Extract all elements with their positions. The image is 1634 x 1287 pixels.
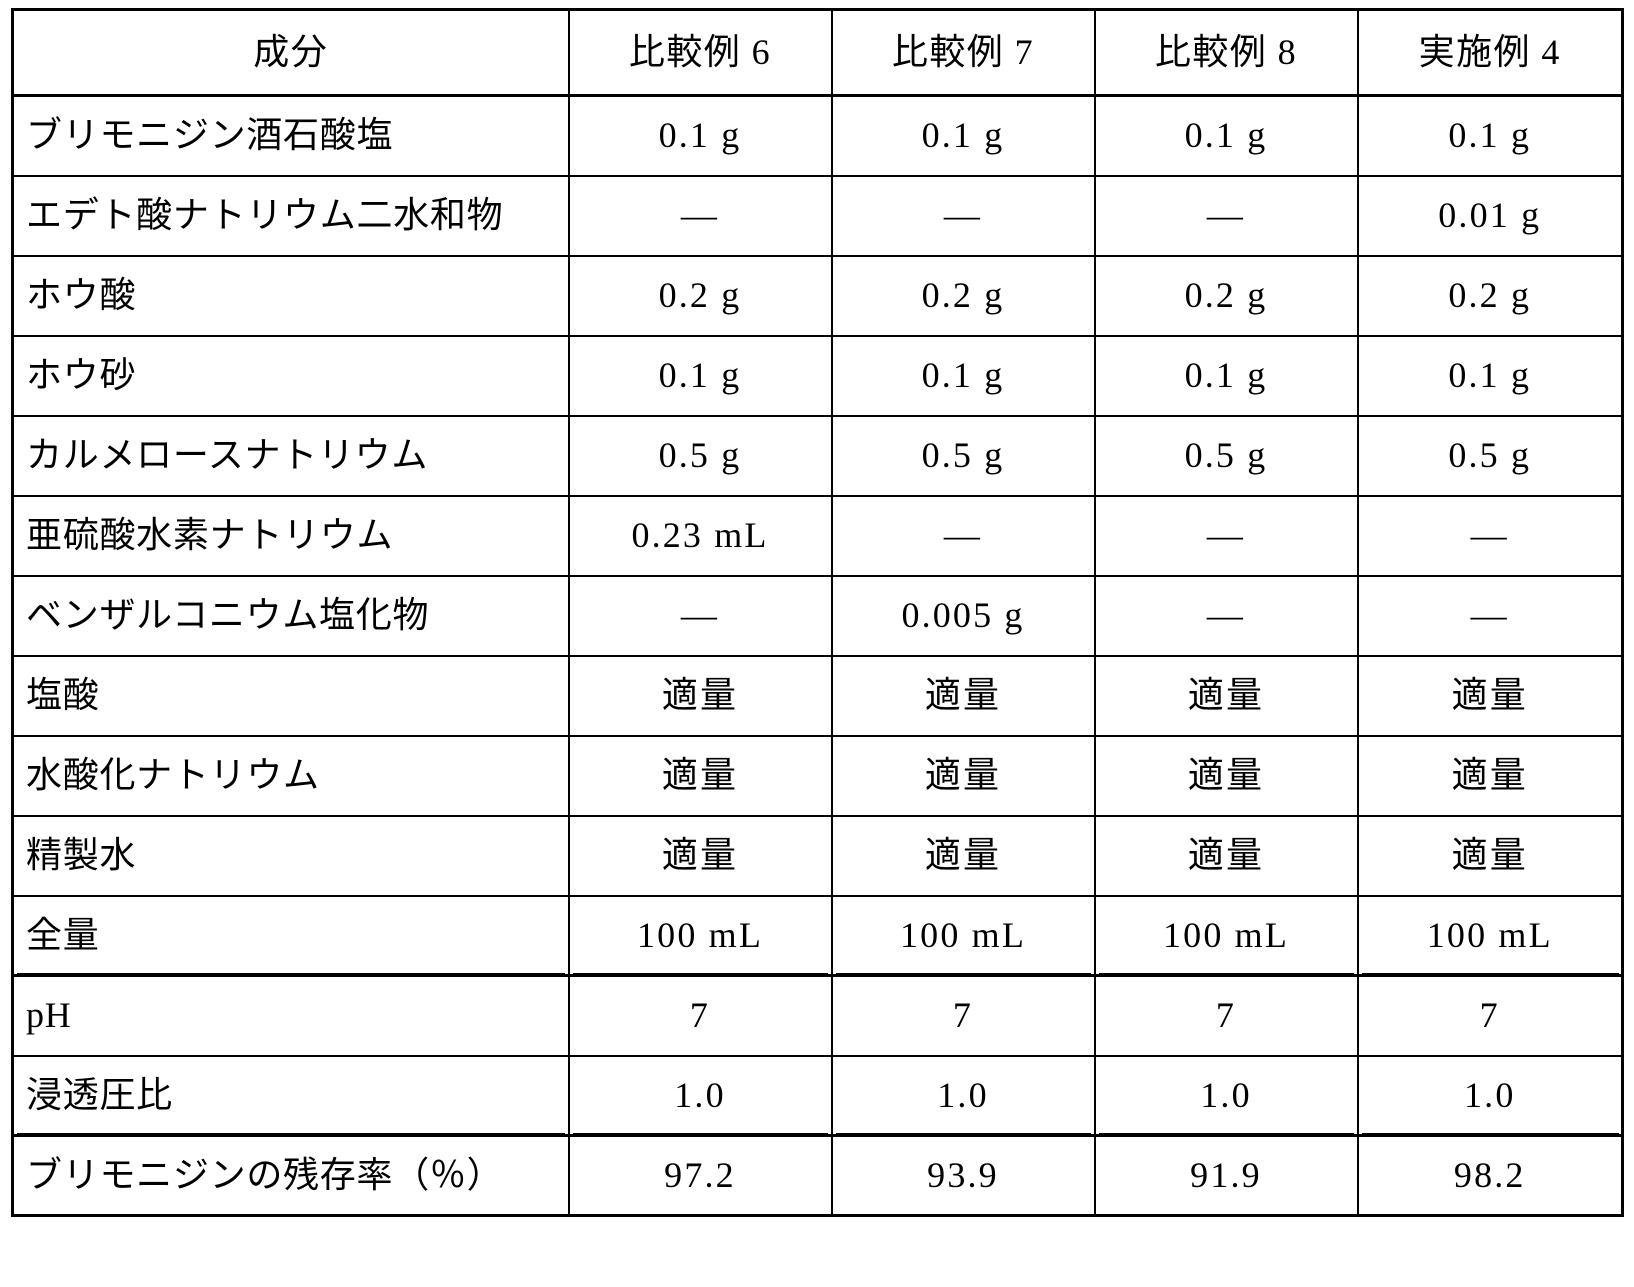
cell-value: 0.2 g	[569, 256, 832, 336]
cell-value: 0.5 g	[569, 416, 832, 496]
column-header-comparative-8: 比較例 8	[1095, 10, 1358, 96]
cell-value: 100 mL	[832, 896, 1095, 976]
cell-value: —	[1358, 496, 1623, 576]
composition-table: 成分 比較例 6 比較例 7 比較例 8 実施例 4 ブリモニジン酒石酸塩0.1…	[11, 8, 1624, 1217]
composition-table-container: 成分 比較例 6 比較例 7 比較例 8 実施例 4 ブリモニジン酒石酸塩0.1…	[11, 8, 1621, 1270]
cell-value: 適量	[1095, 656, 1358, 736]
cell-value: 7	[832, 976, 1095, 1056]
table-row: ホウ砂0.1 g0.1 g0.1 g0.1 g	[13, 336, 1623, 416]
row-label: ホウ酸	[13, 256, 569, 336]
row-label: 全量	[13, 896, 569, 976]
cell-value: —	[1095, 576, 1358, 656]
cell-value: 0.005 g	[832, 576, 1095, 656]
cell-value: 0.23 mL	[569, 496, 832, 576]
cell-value: 0.5 g	[1358, 416, 1623, 496]
cell-value: —	[569, 176, 832, 256]
table-row: ブリモニジン酒石酸塩0.1 g0.1 g0.1 g0.1 g	[13, 96, 1623, 176]
cell-value: 91.9	[1095, 1136, 1358, 1216]
cell-value: —	[1095, 176, 1358, 256]
cell-value: 適量	[1358, 736, 1623, 816]
row-label: pH	[13, 976, 569, 1056]
row-label: 浸透圧比	[13, 1056, 569, 1136]
cell-value: 0.5 g	[832, 416, 1095, 496]
cell-value: 適量	[569, 816, 832, 896]
cell-value: 0.1 g	[832, 96, 1095, 176]
cell-value: 0.1 g	[1358, 96, 1623, 176]
table-row: ベンザルコニウム塩化物—0.005 g——	[13, 576, 1623, 656]
cell-value: 100 mL	[1358, 896, 1623, 976]
table-row: 塩酸適量適量適量適量	[13, 656, 1623, 736]
cell-value: 適量	[832, 656, 1095, 736]
row-label: ベンザルコニウム塩化物	[13, 576, 569, 656]
cell-value: 0.1 g	[569, 96, 832, 176]
cell-value: 7	[1358, 976, 1623, 1056]
cell-value: —	[1358, 576, 1623, 656]
cell-value: 1.0	[1358, 1056, 1623, 1136]
cell-value: 0.2 g	[1358, 256, 1623, 336]
cell-value: 100 mL	[1095, 896, 1358, 976]
cell-value: 7	[1095, 976, 1358, 1056]
cell-value: 0.5 g	[1095, 416, 1358, 496]
cell-value: 適量	[1358, 816, 1623, 896]
table-row: エデト酸ナトリウム二水和物———0.01 g	[13, 176, 1623, 256]
cell-value: 0.1 g	[1095, 96, 1358, 176]
table-header-row: 成分 比較例 6 比較例 7 比較例 8 実施例 4	[13, 10, 1623, 96]
cell-value: 0.1 g	[1358, 336, 1623, 416]
column-header-name: 成分	[13, 10, 569, 96]
cell-value: 100 mL	[569, 896, 832, 976]
cell-value: 適量	[1095, 816, 1358, 896]
row-label: ホウ砂	[13, 336, 569, 416]
table-row: カルメロースナトリウム0.5 g0.5 g0.5 g0.5 g	[13, 416, 1623, 496]
column-header-comparative-7: 比較例 7	[832, 10, 1095, 96]
table-body: ブリモニジン酒石酸塩0.1 g0.1 g0.1 g0.1 gエデト酸ナトリウム二…	[13, 96, 1623, 1216]
table-row: 亜硫酸水素ナトリウム0.23 mL———	[13, 496, 1623, 576]
cell-value: 0.1 g	[1095, 336, 1358, 416]
table-row: ホウ酸0.2 g0.2 g0.2 g0.2 g	[13, 256, 1623, 336]
cell-value: 0.2 g	[832, 256, 1095, 336]
table-row: 全量100 mL100 mL100 mL100 mL	[13, 896, 1623, 976]
row-label: 精製水	[13, 816, 569, 896]
cell-value: 0.1 g	[569, 336, 832, 416]
table-header: 成分 比較例 6 比較例 7 比較例 8 実施例 4	[13, 10, 1623, 96]
cell-value: —	[832, 496, 1095, 576]
row-label: カルメロースナトリウム	[13, 416, 569, 496]
cell-value: 97.2	[569, 1136, 832, 1216]
cell-value: 0.01 g	[1358, 176, 1623, 256]
cell-value: 1.0	[569, 1056, 832, 1136]
cell-value: 適量	[1095, 736, 1358, 816]
cell-value: 適量	[1358, 656, 1623, 736]
row-label: エデト酸ナトリウム二水和物	[13, 176, 569, 256]
cell-value: —	[832, 176, 1095, 256]
cell-value: —	[569, 576, 832, 656]
cell-value: 適量	[832, 816, 1095, 896]
cell-value: —	[1095, 496, 1358, 576]
cell-value: 1.0	[832, 1056, 1095, 1136]
cell-value: 0.2 g	[1095, 256, 1358, 336]
table-row: 浸透圧比1.01.01.01.0	[13, 1056, 1623, 1136]
column-header-comparative-6: 比較例 6	[569, 10, 832, 96]
cell-value: 適量	[569, 656, 832, 736]
row-label: ブリモニジンの残存率（％）	[13, 1136, 569, 1216]
table-row: 精製水適量適量適量適量	[13, 816, 1623, 896]
row-label: 亜硫酸水素ナトリウム	[13, 496, 569, 576]
cell-value: 適量	[832, 736, 1095, 816]
table-row: 水酸化ナトリウム適量適量適量適量	[13, 736, 1623, 816]
cell-value: 7	[569, 976, 832, 1056]
column-header-example-4: 実施例 4	[1358, 10, 1623, 96]
row-label: 水酸化ナトリウム	[13, 736, 569, 816]
cell-value: 93.9	[832, 1136, 1095, 1216]
table-row: ブリモニジンの残存率（％）97.293.991.998.2	[13, 1136, 1623, 1216]
table-row: pH7777	[13, 976, 1623, 1056]
cell-value: 1.0	[1095, 1056, 1358, 1136]
row-label: ブリモニジン酒石酸塩	[13, 96, 569, 176]
cell-value: 98.2	[1358, 1136, 1623, 1216]
cell-value: 適量	[569, 736, 832, 816]
row-label: 塩酸	[13, 656, 569, 736]
cell-value: 0.1 g	[832, 336, 1095, 416]
